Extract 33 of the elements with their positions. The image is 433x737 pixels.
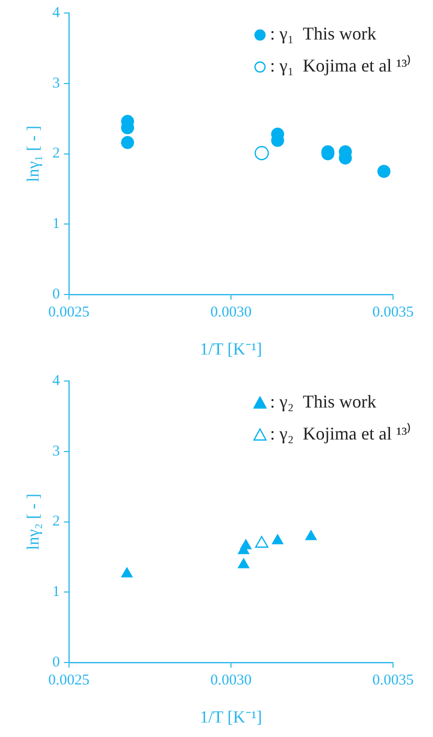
- point: [121, 136, 134, 150]
- legend-label: : γ₁ This work: [270, 24, 376, 44]
- point: [238, 558, 250, 568]
- y-tick-label: 2: [52, 146, 60, 162]
- point: [272, 534, 284, 544]
- y-tick-label: 1: [52, 584, 60, 600]
- legend-label: : γ₁ Kojima et al ¹³⁾: [270, 54, 412, 76]
- x-tick-label: 0.0025: [48, 304, 90, 321]
- y-tick-label: 1: [52, 216, 60, 232]
- legend-label: : γ₂ Kojima et al ¹³⁾: [270, 422, 412, 444]
- point: [254, 146, 269, 160]
- x-axis-title: 1/T [K⁻¹]: [200, 339, 262, 358]
- legend-label: : γ₂ This work: [270, 392, 376, 412]
- y-axis-title: lnγ₂ [ - ]: [24, 494, 43, 550]
- y-tick-label: 3: [52, 75, 60, 92]
- y-tick-label: 4: [52, 372, 60, 389]
- y-axis-title: lnγ₁ [ - ]: [24, 126, 43, 182]
- x-tick-label: 0.0035: [372, 672, 414, 689]
- point: [255, 536, 268, 548]
- y-tick-label: 0: [52, 654, 60, 671]
- point: [304, 530, 318, 540]
- y-tick-label: 0: [52, 286, 60, 303]
- y-tick-label: 2: [52, 514, 60, 530]
- y-tick-label: 3: [52, 443, 60, 460]
- y-tick-label: 4: [52, 4, 60, 21]
- point: [377, 164, 390, 178]
- x-tick-label: 0.0035: [372, 304, 414, 321]
- point: [120, 566, 133, 578]
- x-tick-label: 0.0030: [210, 304, 252, 321]
- x-axis-title: 1/T [K⁻¹]: [200, 707, 262, 726]
- x-tick-label: 0.0025: [48, 672, 90, 689]
- point: [240, 538, 252, 550]
- x-tick-label: 0.0030: [210, 672, 252, 689]
